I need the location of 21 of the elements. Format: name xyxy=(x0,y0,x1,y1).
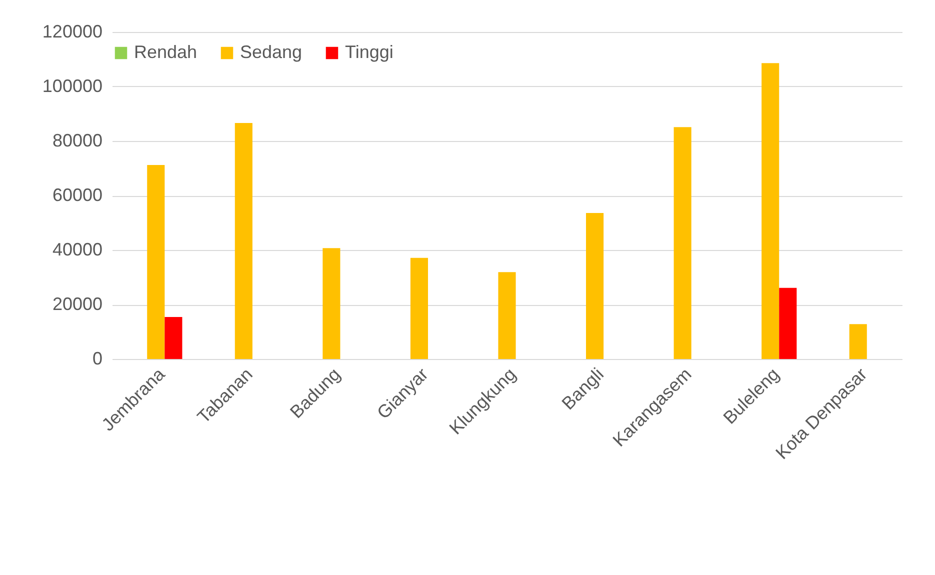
bar xyxy=(410,258,428,359)
bar xyxy=(164,317,182,359)
bar xyxy=(849,324,867,359)
y-tick-label: 60000 xyxy=(52,185,102,205)
legend-label: Sedang xyxy=(240,42,302,62)
bar xyxy=(762,63,780,359)
y-tick-label: 40000 xyxy=(52,240,102,260)
bar xyxy=(147,164,165,359)
y-tick-label: 80000 xyxy=(52,130,102,150)
bar xyxy=(779,288,797,359)
bar xyxy=(234,123,252,359)
y-tick-label: 0 xyxy=(92,348,102,368)
y-tick-label: 120000 xyxy=(42,22,102,42)
bar xyxy=(498,272,516,359)
bar xyxy=(322,248,340,359)
y-tick-label: 100000 xyxy=(42,76,102,96)
bar xyxy=(674,127,692,359)
legend-label: Tinggi xyxy=(345,42,394,62)
y-tick-label: 20000 xyxy=(52,294,102,314)
legend-label: Rendah xyxy=(134,42,198,62)
bar xyxy=(586,212,604,359)
